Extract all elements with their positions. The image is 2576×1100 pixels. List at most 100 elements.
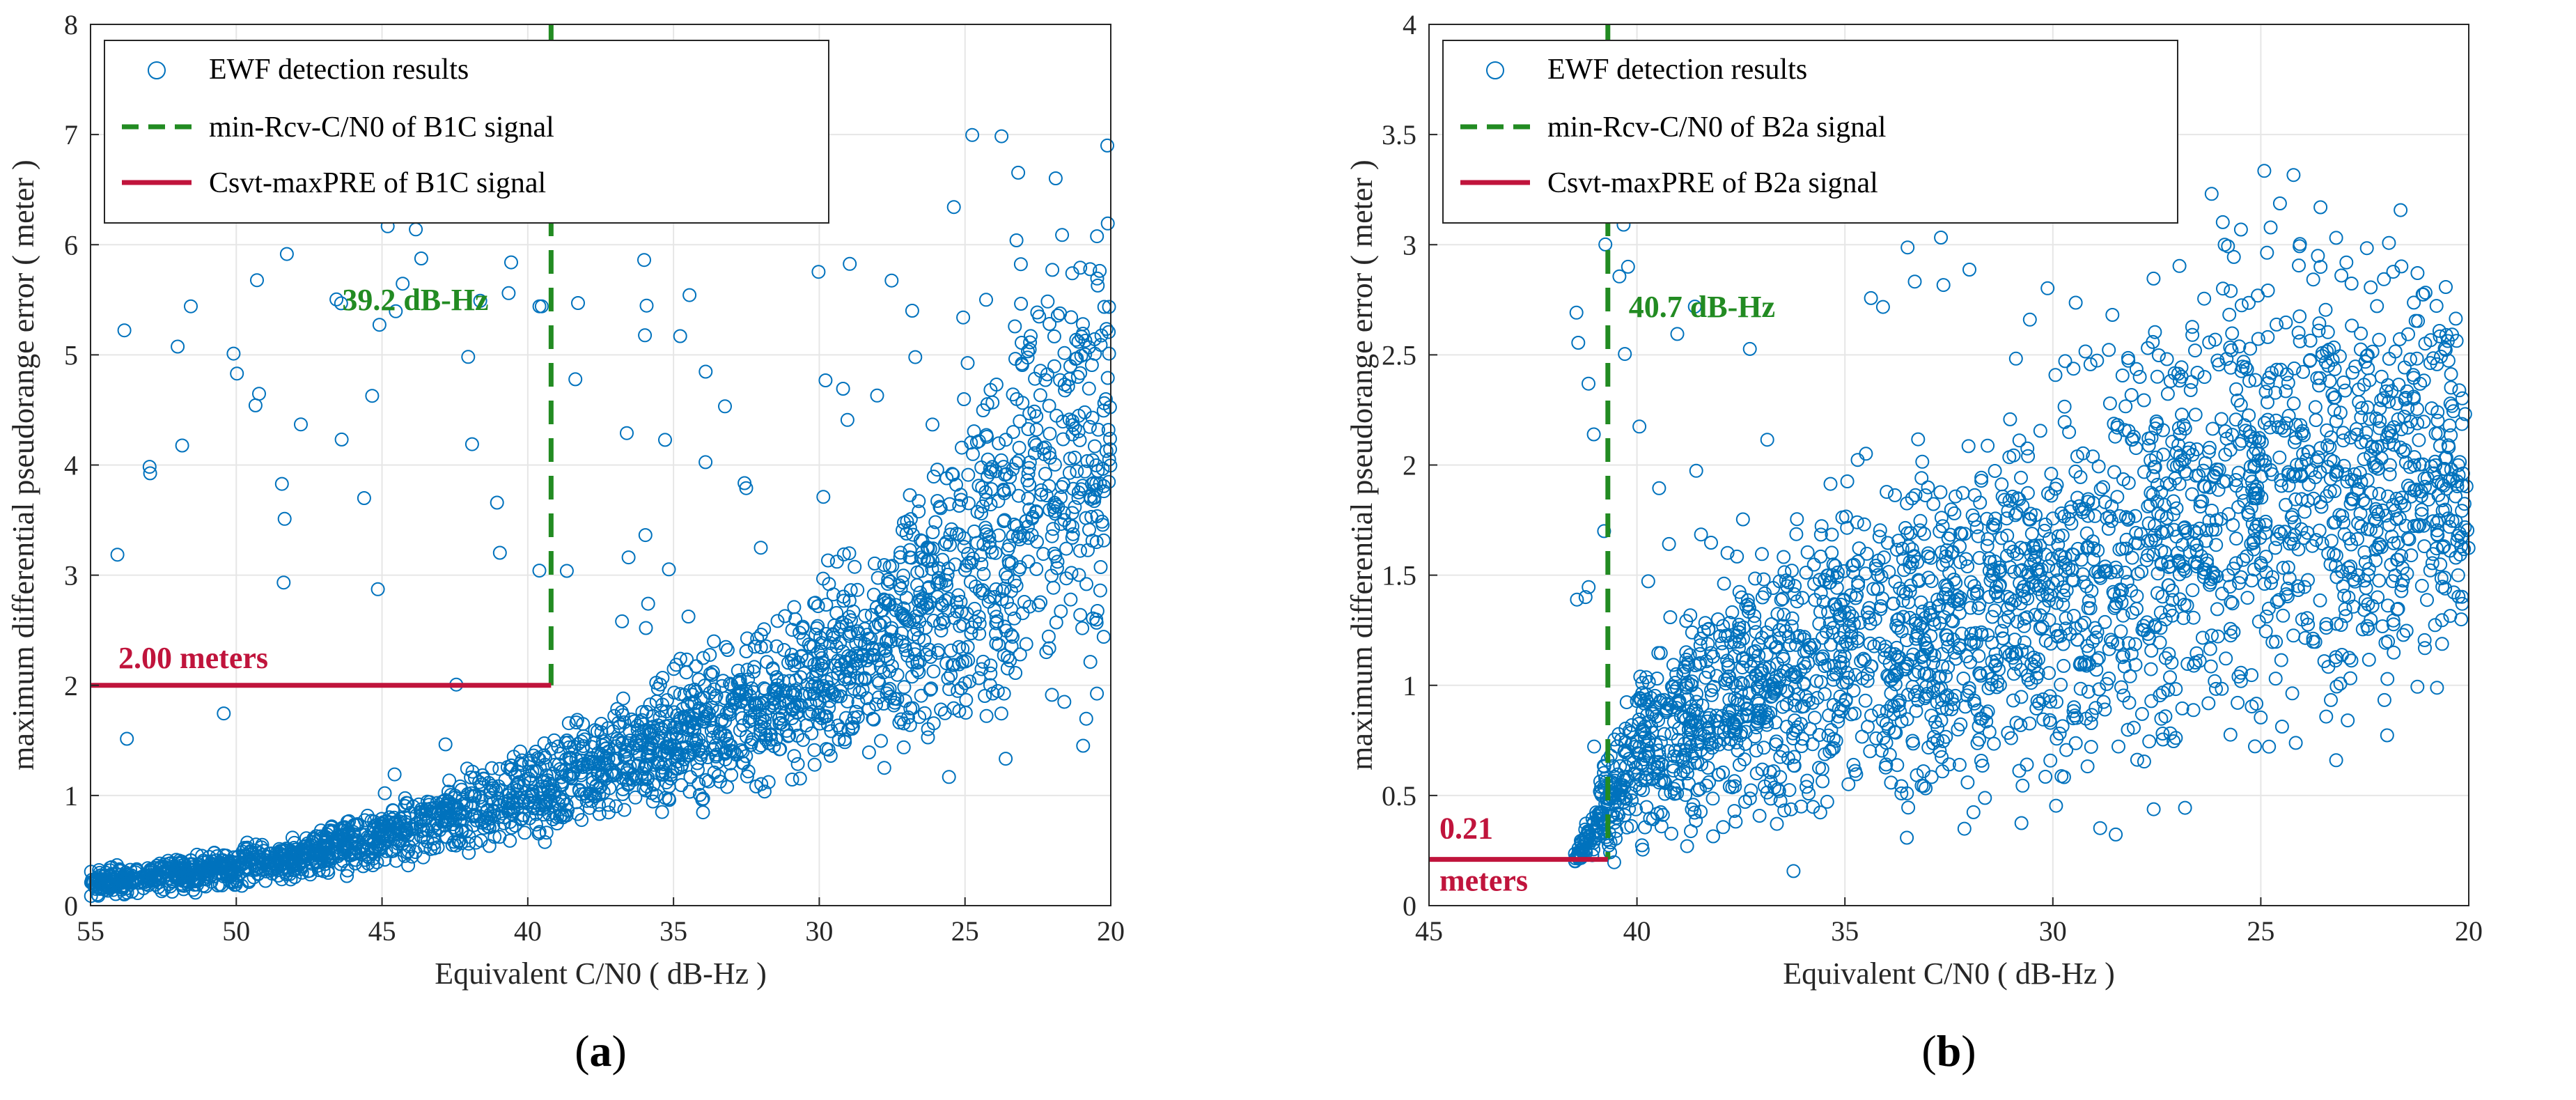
scatter-point	[1093, 560, 1108, 574]
scatter-point	[704, 724, 719, 738]
scatter-point	[561, 735, 575, 750]
scatter-point	[387, 767, 402, 782]
scatter-point	[707, 682, 721, 697]
scatter-point	[2006, 667, 2021, 681]
scatter-point	[377, 786, 392, 800]
scatter-point	[1013, 414, 1027, 428]
scatter-point	[2093, 482, 2108, 497]
scatter-point	[1687, 704, 1701, 718]
scatter-point	[957, 540, 971, 554]
scatter-point	[761, 775, 776, 789]
scatter-point	[2101, 522, 2116, 536]
scatter-point	[816, 656, 831, 670]
scatter-point	[2337, 527, 2352, 541]
scatter-point	[2214, 412, 2228, 426]
scatter-point	[2430, 413, 2445, 428]
scatter-point	[318, 842, 332, 856]
scatter-point	[2386, 497, 2401, 512]
scatter-point	[2309, 413, 2323, 427]
scatter-point	[764, 732, 779, 747]
scatter-point	[2350, 427, 2364, 442]
scatter-point	[2056, 658, 2071, 673]
scatter-point	[689, 734, 703, 748]
scatter-point	[2175, 408, 2189, 422]
scatter-point	[1001, 554, 1016, 568]
scatter-point	[954, 493, 969, 507]
scatter-point	[2020, 591, 2035, 606]
scatter-point	[515, 753, 529, 768]
scatter-point	[532, 752, 547, 766]
scatter-point	[1085, 453, 1100, 467]
scatter-point	[2444, 367, 2458, 382]
scatter-point	[531, 751, 545, 766]
scatter-point	[1960, 559, 1975, 573]
scatter-point	[2144, 662, 2158, 676]
scatter-point	[2125, 605, 2139, 620]
scatter-point	[2417, 539, 2432, 554]
scatter-point	[931, 571, 946, 585]
scatter-point	[979, 708, 994, 723]
scatter-point	[1694, 757, 1709, 772]
scatter-point	[677, 688, 692, 702]
scatter-point	[976, 499, 990, 513]
scatter-point	[2395, 490, 2409, 505]
scatter-point	[2291, 325, 2306, 340]
scatter-point	[2293, 309, 2307, 324]
scatter-point	[335, 821, 350, 835]
scatter-point	[2024, 676, 2038, 690]
scatter-point	[1086, 476, 1101, 490]
scatter-point	[2384, 428, 2399, 443]
scatter-point	[1732, 757, 1747, 772]
scatter-point	[2346, 573, 2361, 587]
scatter-point	[2082, 643, 2096, 658]
scatter-point	[1871, 568, 1885, 582]
scatter-point	[816, 490, 831, 504]
scatter-point	[1850, 555, 1865, 569]
scatter-point	[2129, 362, 2144, 376]
scatter-point	[1788, 680, 1802, 695]
scatter-point	[1062, 465, 1077, 480]
scatter-point	[1045, 263, 1060, 277]
scatter-point	[2441, 353, 2456, 368]
scatter-point	[1973, 495, 1988, 510]
legend-box-a	[104, 40, 829, 224]
scatter-point	[2058, 354, 2072, 369]
scatter-point	[943, 538, 958, 552]
scatter-point	[1770, 816, 1784, 831]
scatter-point	[912, 614, 927, 629]
scatter-point	[492, 545, 507, 560]
scatter-point	[866, 711, 880, 726]
scatter-point	[2222, 307, 2237, 322]
scatter-point	[1748, 729, 1762, 744]
scatter-point	[2043, 588, 2058, 603]
scatter-point	[956, 310, 971, 325]
scatter-point	[2234, 364, 2249, 378]
scatter-point	[2327, 340, 2341, 355]
scatter-point	[1093, 583, 1107, 598]
scatter-point	[2313, 200, 2328, 215]
scatter-point	[2115, 650, 2130, 665]
scatter-point	[1047, 546, 1061, 561]
scatter-point	[2345, 365, 2359, 380]
scatter-point	[2398, 392, 2412, 407]
scatter-point	[639, 779, 654, 793]
scatter-point	[1624, 819, 1639, 833]
scatter-point	[2016, 583, 2031, 598]
scatter-point	[1995, 531, 2009, 545]
scatter-point	[1090, 229, 1104, 244]
scatter-point	[942, 770, 956, 784]
scatter-point	[2132, 370, 2147, 384]
scatter-point	[969, 435, 984, 449]
scatter-point	[1073, 607, 1088, 622]
scatter-point	[937, 615, 951, 630]
scatter-point	[392, 814, 407, 829]
scatter-point	[921, 580, 936, 594]
scatter-point	[1047, 457, 1062, 472]
scatter-point	[1062, 518, 1077, 532]
scatter-point	[270, 858, 285, 872]
scatter-point	[1988, 518, 2002, 533]
scatter-point	[510, 783, 524, 798]
scatter-point	[2418, 286, 2433, 300]
scatter-point	[1090, 604, 1104, 618]
scatter-point	[302, 863, 317, 878]
